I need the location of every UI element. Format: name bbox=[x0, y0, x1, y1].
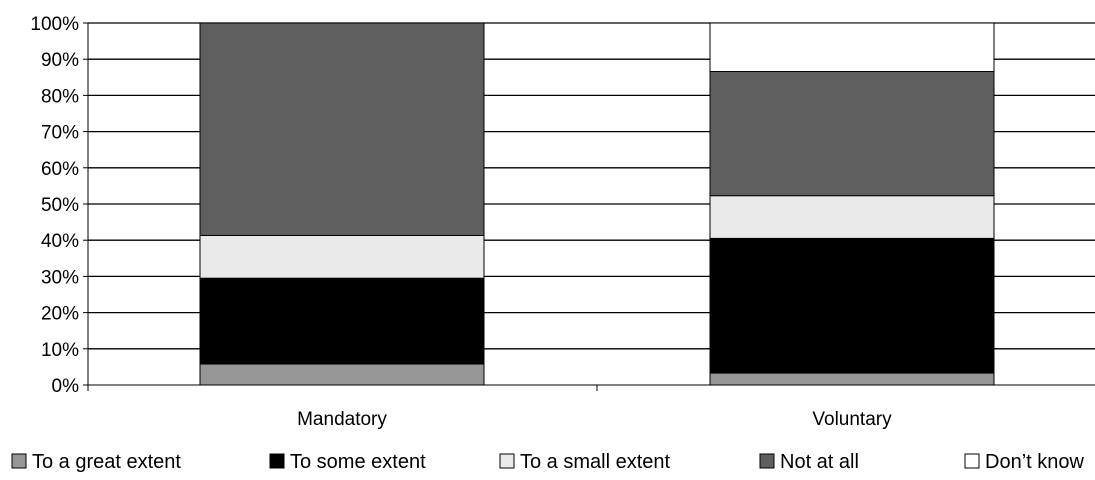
legend-label-not-at-all: Not at all bbox=[780, 451, 859, 473]
bar-voluntary-to-some-extent bbox=[709, 237, 995, 374]
x-category-label-mandatory: Mandatory bbox=[297, 409, 387, 430]
legend-item-to-some-extent: To some extent bbox=[269, 451, 426, 473]
x-category-label-voluntary: Voluntary bbox=[812, 409, 892, 430]
y-tick-label-3: 30% bbox=[41, 267, 79, 288]
legend-label-to-a-small-extent: To a small extent bbox=[520, 451, 671, 473]
legend-swatch-to-a-great-extent bbox=[11, 453, 27, 469]
bar-mandatory-to-a-small-extent bbox=[199, 234, 485, 279]
y-tick-label-5: 50% bbox=[41, 195, 79, 216]
axes bbox=[83, 22, 1095, 391]
y-tick-label-9: 90% bbox=[41, 50, 79, 71]
bar-voluntary-don-t-know bbox=[709, 22, 995, 73]
legend-swatch-to-a-small-extent bbox=[499, 453, 515, 469]
bar-mandatory-to-some-extent bbox=[199, 277, 485, 365]
bar-voluntary-not-at-all bbox=[709, 71, 995, 197]
legend-label-don-t-know: Don’t know bbox=[985, 451, 1084, 473]
legend-label-to-a-great-extent: To a great extent bbox=[32, 451, 181, 473]
bar-mandatory-to-a-great-extent bbox=[199, 363, 485, 386]
legend-item-don-t-know: Don’t know bbox=[964, 451, 1084, 473]
y-tick-label-1: 10% bbox=[41, 340, 79, 361]
y-tick-label-8: 80% bbox=[41, 86, 79, 107]
bar-mandatory-not-at-all bbox=[199, 22, 485, 236]
y-tick-label-2: 20% bbox=[41, 304, 79, 325]
legend-item-to-a-great-extent: To a great extent bbox=[11, 451, 181, 473]
axis-labels: 0% 10% 20% 30% 40% 50% 60% 70% 80% 90% 100% Mandato… bbox=[30, 14, 892, 430]
legend-swatch-don-t-know bbox=[964, 453, 980, 469]
legend-label-to-some-extent: To some extent bbox=[290, 451, 426, 473]
y-tick-label-4: 40% bbox=[41, 231, 79, 252]
legend-swatch-to-some-extent bbox=[269, 453, 285, 469]
legend: To a great extent To some extent To a smal… bbox=[11, 451, 1084, 473]
y-tick-label-7: 70% bbox=[41, 123, 79, 144]
y-tick-label-6: 60% bbox=[41, 159, 79, 180]
legend-swatch-not-at-all bbox=[759, 453, 775, 469]
legend-item-not-at-all: Not at all bbox=[759, 451, 859, 473]
bars bbox=[199, 22, 995, 386]
y-tick-label-0: 0% bbox=[52, 376, 80, 397]
bar-voluntary-to-a-small-extent bbox=[709, 195, 995, 239]
y-tick-label-10: 100% bbox=[30, 14, 79, 35]
bar-voluntary-to-a-great-extent bbox=[709, 372, 995, 386]
legend-item-to-a-small-extent: To a small extent bbox=[499, 451, 671, 473]
